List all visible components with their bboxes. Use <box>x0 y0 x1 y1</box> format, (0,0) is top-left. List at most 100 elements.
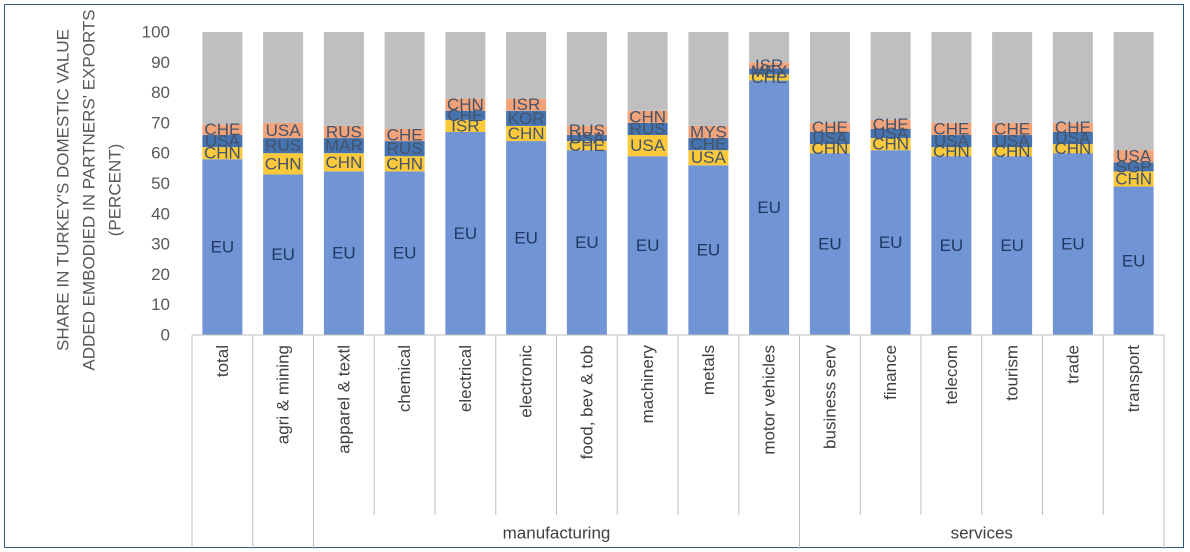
bar-segment <box>384 156 425 172</box>
bar-segment <box>506 110 547 126</box>
segment-label: CHE <box>387 126 423 145</box>
y-tick-label: 100 <box>142 23 170 42</box>
segment-label: CHE <box>447 106 483 125</box>
category-label: transport <box>1124 345 1143 412</box>
bar-segment <box>870 128 911 139</box>
bar-segment <box>870 119 911 129</box>
category-label: food, bev & tob <box>577 345 596 459</box>
y-tick-label: 10 <box>151 295 170 314</box>
bar-segment <box>809 122 850 132</box>
bar-segment-rest <box>688 32 729 126</box>
segment-label: USA <box>934 132 970 151</box>
bar-segment <box>931 135 972 148</box>
bar-segment <box>1113 186 1154 335</box>
segment-label: CHE <box>690 135 726 154</box>
segment-label: ISR <box>451 116 479 135</box>
bar-segment <box>202 124 243 136</box>
bar-segment-rest <box>1113 32 1154 151</box>
bar-segment-rest <box>323 32 364 126</box>
category-label: agri & mining <box>274 345 293 444</box>
category-label: motor vehicles <box>760 345 779 455</box>
y-tick-label: 60 <box>151 144 170 163</box>
segment-label: CHE <box>751 68 787 87</box>
segment-label: EU <box>1061 235 1085 254</box>
bar-segment <box>323 138 364 154</box>
segment-label: USA <box>812 129 848 148</box>
bar-segment <box>323 171 364 335</box>
segment-label: USA <box>1116 147 1152 166</box>
segment-label: EU <box>332 244 356 263</box>
y-axis-label-line: SHARE IN TURKEY'S DOMESTIC VALUE <box>54 29 73 351</box>
bar-segment <box>992 135 1033 148</box>
segment-label: EU <box>879 233 903 252</box>
segment-label: CHN <box>994 142 1031 161</box>
segment-label: USA <box>1055 129 1091 148</box>
bar-segment <box>566 150 607 335</box>
segment-label: USA <box>266 121 302 140</box>
category-label: finance <box>881 345 900 400</box>
segment-label: CHN <box>933 142 970 161</box>
segment-label: EU <box>514 229 538 248</box>
segment-label: EU <box>1122 251 1146 270</box>
category-label: total <box>213 345 232 377</box>
segment-label: USA <box>569 129 605 148</box>
bar-segment <box>1052 144 1093 154</box>
segment-label: CHE <box>994 119 1030 138</box>
category-label: trade <box>1063 345 1082 384</box>
bar-segment <box>931 156 972 335</box>
segment-label: CHE <box>873 115 909 134</box>
segment-label: MAR <box>325 136 363 155</box>
bar-segment <box>506 125 547 142</box>
bar-segment <box>263 122 304 139</box>
y-tick-label: 0 <box>161 326 170 345</box>
bar-segment <box>445 98 486 111</box>
bars: EUCHNUSACHEEUCHNRUSUSAEUCHNMARRUSEUCHNRU… <box>202 32 1154 335</box>
segment-label: USA <box>630 136 666 155</box>
y-tick-label: 90 <box>151 53 170 72</box>
segment-label: CHN <box>1054 139 1091 158</box>
bar-segment-rest <box>263 32 304 123</box>
bar-segment <box>384 141 425 157</box>
segment-label: CHN <box>872 135 909 154</box>
bar-segment <box>506 141 547 335</box>
y-tick-label: 50 <box>151 174 170 193</box>
segment-label: SGP <box>1116 157 1152 176</box>
segment-label: CHN <box>811 139 848 158</box>
y-axis: 0 10 20 30 40 50 60 70 80 90 100 <box>142 23 170 345</box>
bar-segment <box>870 138 911 151</box>
segment-label: RUS <box>630 119 666 138</box>
bar-segment <box>445 110 486 120</box>
bar-segment <box>627 135 668 157</box>
category-label: chemical <box>395 345 414 412</box>
bar-segment <box>445 119 486 132</box>
bar-segment <box>992 147 1033 157</box>
bar-segment-rest <box>870 32 911 120</box>
bar-segment <box>202 135 243 148</box>
bar-segment <box>384 128 425 142</box>
segment-label: EU <box>271 245 295 264</box>
bar-segment <box>1113 171 1154 187</box>
y-tick-label: 70 <box>151 113 170 132</box>
y-tick-label: 40 <box>151 204 170 223</box>
category-label: apparel & textl <box>334 345 353 454</box>
segment-label: USA <box>205 132 241 151</box>
y-axis-label-line: (PERCENT) <box>106 144 125 237</box>
bar-segment <box>992 156 1033 335</box>
bar-segment <box>1113 150 1154 163</box>
segment-label: CHN <box>265 154 302 173</box>
bar-segment <box>384 171 425 335</box>
bar-segment <box>749 68 790 75</box>
bar-segment <box>749 80 790 335</box>
bar-segment <box>749 74 790 81</box>
bar-segment <box>1113 162 1154 172</box>
bar-segment <box>1052 153 1093 335</box>
bar-segment <box>931 122 972 136</box>
